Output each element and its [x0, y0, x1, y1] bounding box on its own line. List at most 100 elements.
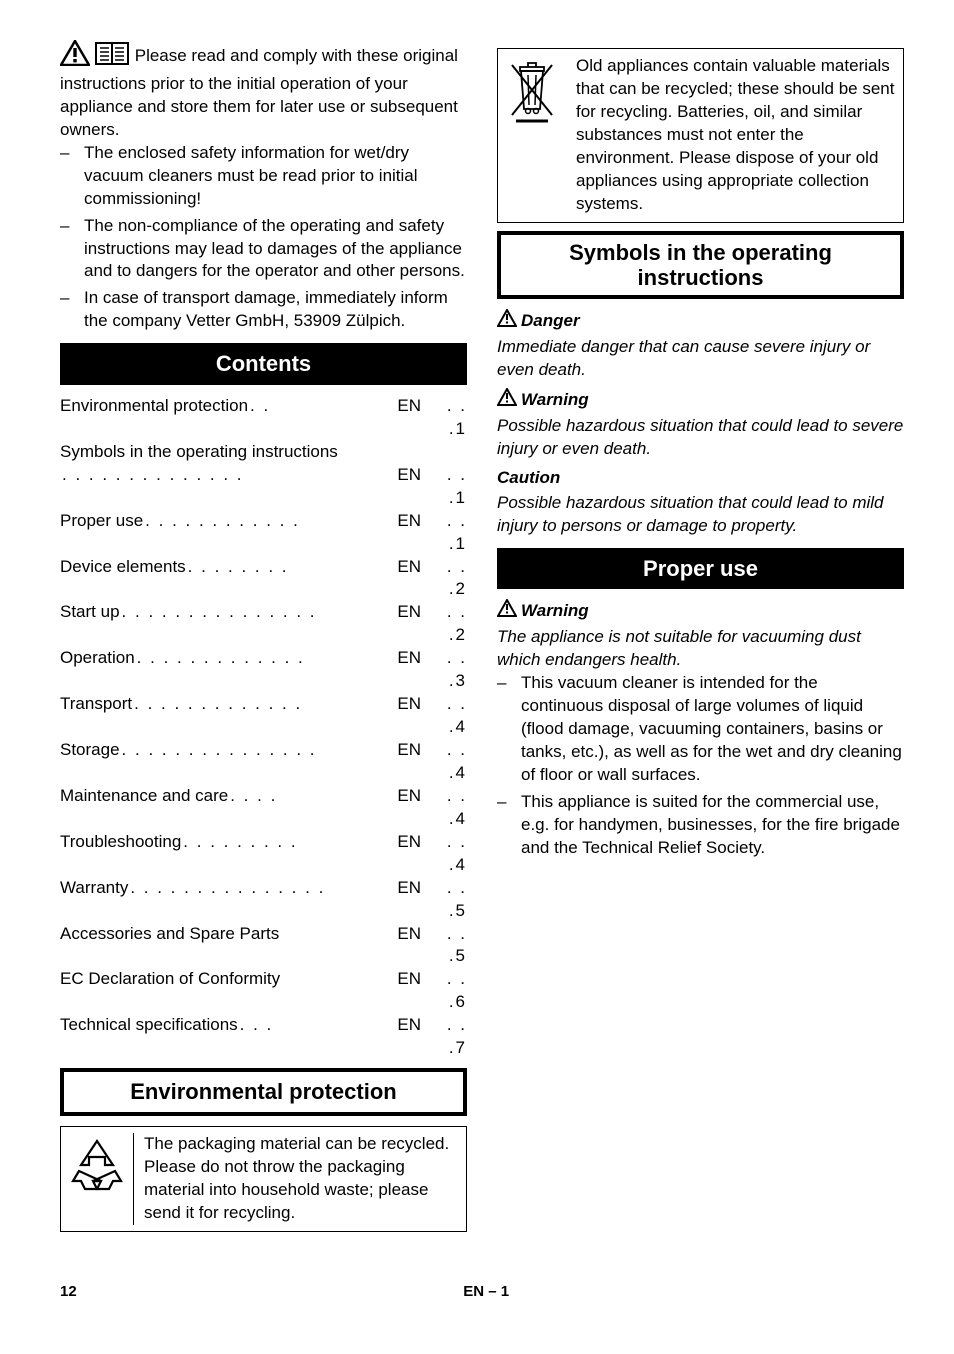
warning-triangle-icon — [497, 388, 517, 413]
toc-row: Maintenance and care . . . .EN. . .4 — [60, 785, 467, 831]
danger-label: Danger — [521, 310, 580, 333]
proper-list-item: This vacuum cleaner is intended for the … — [497, 672, 904, 787]
toc-row: Accessories and Spare Parts EN. . .5 — [60, 923, 467, 969]
toc-dots: . . . . . . . . . . . . . . — [60, 464, 391, 487]
page-spacer — [896, 1282, 904, 1302]
toc-row: Operation . . . . . . . . . . . . .EN. .… — [60, 647, 467, 693]
toc-lang: EN — [391, 601, 425, 624]
toc-lang: EN — [391, 693, 425, 716]
toc-lang: EN — [391, 395, 425, 418]
toc-lang: EN — [391, 877, 425, 900]
toc-page: . . .4 — [425, 739, 467, 785]
toc-page: . . .1 — [425, 510, 467, 556]
toc-label: Transport — [60, 693, 132, 716]
warning-triangle-icon — [60, 40, 90, 66]
toc-lang: EN — [391, 1014, 425, 1037]
toc-lang: EN — [391, 556, 425, 579]
toc-dots: . . . — [238, 1014, 392, 1037]
toc-dots: . . . . . . . . — [186, 556, 392, 579]
toc-dots: . . . . . . . . . . . . . — [132, 693, 391, 716]
toc-row: EC Declaration of Conformity EN. . .6 — [60, 968, 467, 1014]
toc-page: . . .4 — [425, 831, 467, 877]
crossed-bin-icon — [506, 59, 558, 125]
toc-page: . . .1 — [425, 464, 467, 510]
intro-paragraph: Please read and comply with these origin… — [60, 40, 467, 142]
toc-page: . . .6 — [425, 968, 467, 1014]
toc-page: . . .5 — [425, 923, 467, 969]
toc-label: Environmental protection — [60, 395, 248, 418]
toc-row: Technical specifications . . .EN. . .7 — [60, 1014, 467, 1060]
proper-warning-text: The appliance is not suitable for vacuum… — [497, 626, 904, 672]
page-number: 12 — [60, 1282, 77, 1302]
caution-text: Possible hazardous situation that could … — [497, 492, 904, 538]
weee-icon-cell — [504, 55, 566, 216]
toc-page: . . .3 — [425, 647, 467, 693]
toc-dots: . . — [248, 395, 391, 418]
toc-row: Troubleshooting . . . . . . . . .EN. . .… — [60, 831, 467, 877]
toc-lang: EN — [391, 739, 425, 762]
toc-row: Device elements . . . . . . . .EN. . .2 — [60, 556, 467, 602]
recycle-icon-cell — [67, 1133, 134, 1225]
warning-book-icons — [60, 40, 129, 73]
danger-triangle-icon — [497, 309, 517, 334]
toc-page: . . .4 — [425, 693, 467, 739]
table-of-contents: Environmental protection . .EN. . .1Symb… — [60, 395, 467, 1060]
toc-label: Device elements — [60, 556, 186, 579]
caution-line: Caution — [497, 467, 904, 490]
toc-label: Warranty — [60, 877, 128, 900]
intro-list-item: In case of transport damage, immediately… — [60, 287, 467, 333]
proper-use-list: This vacuum cleaner is intended for the … — [497, 672, 904, 860]
old-appliances-text: Old appliances contain valuable material… — [566, 55, 897, 216]
danger-text: Immediate danger that can cause severe i… — [497, 336, 904, 382]
toc-dots: . . . . . . . . . . . . . . . — [120, 601, 392, 624]
warning-line: Warning — [497, 388, 904, 413]
recycle-packaging-box: The packaging material can be recycled. … — [60, 1126, 467, 1232]
toc-row: Start up . . . . . . . . . . . . . . .EN… — [60, 601, 467, 647]
proper-use-heading: Proper use — [497, 548, 904, 590]
warning-label: Warning — [521, 389, 589, 412]
recycle-packaging-text: The packaging material can be recycled. … — [134, 1133, 460, 1225]
toc-dots: . . . . . . . . . . . . . — [135, 647, 392, 670]
toc-label: Proper use — [60, 510, 143, 533]
toc-lang: EN — [391, 464, 425, 487]
page-mid-label: EN – 1 — [463, 1282, 509, 1302]
toc-row: Storage . . . . . . . . . . . . . . .EN.… — [60, 739, 467, 785]
toc-page: . . .2 — [425, 601, 467, 647]
proper-warning-line: Warning — [497, 599, 904, 624]
toc-dots: . . . . . . . . . . . . . . . — [128, 877, 391, 900]
proper-warning-triangle-icon — [497, 599, 517, 624]
toc-label: EC Declaration of Conformity — [60, 968, 280, 991]
toc-label: Operation — [60, 647, 135, 670]
warning-text: Possible hazardous situation that could … — [497, 415, 904, 461]
proper-warning-label: Warning — [521, 600, 589, 623]
env-protection-heading: Environmental protection — [60, 1068, 467, 1116]
book-icon — [95, 40, 129, 66]
intro-list-item: The enclosed safety information for wet/… — [60, 142, 467, 211]
toc-row: Proper use . . . . . . . . . . . .EN. . … — [60, 510, 467, 556]
toc-row: . . . . . . . . . . . . . .EN. . .1 — [60, 464, 467, 510]
toc-label: Technical specifications — [60, 1014, 238, 1037]
toc-row: Transport . . . . . . . . . . . . .EN. .… — [60, 693, 467, 739]
toc-lang: EN — [391, 647, 425, 670]
toc-dots: . . . . — [228, 785, 391, 808]
toc-page: . . .2 — [425, 556, 467, 602]
intro-list-item: The non-compliance of the operating and … — [60, 215, 467, 284]
toc-label: Storage — [60, 739, 120, 762]
toc-label: Maintenance and care — [60, 785, 228, 808]
toc-label: Accessories and Spare Parts — [60, 923, 279, 946]
contents-heading: Contents — [60, 343, 467, 385]
toc-page: . . .4 — [425, 785, 467, 831]
toc-label: Troubleshooting — [60, 831, 181, 854]
toc-lang: EN — [391, 510, 425, 533]
danger-line: Danger — [497, 309, 904, 334]
toc-page: . . .7 — [425, 1014, 467, 1060]
recycle-arrows-icon — [69, 1137, 125, 1201]
intro-list: The enclosed safety information for wet/… — [60, 142, 467, 334]
toc-lang: EN — [391, 785, 425, 808]
toc-lang: EN — [391, 831, 425, 854]
intro-text-line1: Please read and comply with — [135, 46, 352, 65]
toc-page: . . .5 — [425, 877, 467, 923]
toc-lang: EN — [391, 923, 425, 946]
toc-lang: EN — [391, 968, 425, 991]
toc-label-line1: Symbols in the operating instructions — [60, 441, 467, 464]
